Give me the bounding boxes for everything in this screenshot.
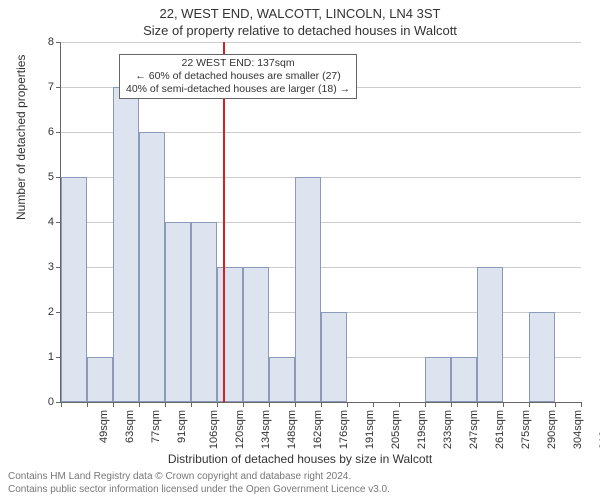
footer-line-2: Contains public sector information licen… bbox=[8, 484, 390, 497]
x-tick-label: 290sqm bbox=[546, 410, 558, 449]
x-tick bbox=[191, 402, 192, 407]
y-tick-label: 6 bbox=[34, 126, 54, 138]
y-tick-label: 3 bbox=[34, 261, 54, 273]
x-tick-label: 233sqm bbox=[442, 410, 454, 449]
x-tick-label: 134sqm bbox=[260, 410, 272, 449]
x-tick-label: 304sqm bbox=[572, 410, 584, 449]
histogram-bar bbox=[269, 357, 295, 402]
histogram-bar bbox=[191, 222, 217, 402]
x-tick-label: 247sqm bbox=[468, 410, 480, 449]
x-tick-label: 106sqm bbox=[208, 410, 220, 449]
y-tick-label: 7 bbox=[34, 81, 54, 93]
x-tick bbox=[87, 402, 88, 407]
x-tick-label: 77sqm bbox=[150, 410, 162, 443]
histogram-bar bbox=[243, 267, 269, 402]
footer-attribution: Contains HM Land Registry data © Crown c… bbox=[8, 471, 390, 496]
y-tick bbox=[56, 42, 61, 43]
x-tick-label: 275sqm bbox=[520, 410, 532, 449]
x-tick-label: 162sqm bbox=[312, 410, 324, 449]
x-tick-label: 120sqm bbox=[234, 410, 246, 449]
histogram-bar bbox=[217, 267, 243, 402]
histogram-bar bbox=[425, 357, 451, 402]
y-tick-label: 0 bbox=[34, 396, 54, 408]
annotation-box: 22 WEST END: 137sqm← 60% of detached hou… bbox=[119, 54, 357, 99]
footer-line-1: Contains HM Land Registry data © Crown c… bbox=[8, 471, 390, 484]
x-tick bbox=[243, 402, 244, 407]
x-tick bbox=[581, 402, 582, 407]
x-tick bbox=[295, 402, 296, 407]
histogram-bar bbox=[529, 312, 555, 402]
x-tick bbox=[373, 402, 374, 407]
annotation-line: 40% of semi-detached houses are larger (… bbox=[126, 83, 350, 96]
x-axis-title: Distribution of detached houses by size … bbox=[0, 452, 600, 466]
histogram-bar bbox=[139, 132, 165, 402]
x-tick bbox=[347, 402, 348, 407]
x-tick bbox=[477, 402, 478, 407]
histogram-bar bbox=[295, 177, 321, 402]
x-tick bbox=[425, 402, 426, 407]
page-title-line2: Size of property relative to detached ho… bbox=[0, 21, 600, 42]
x-tick-label: 63sqm bbox=[124, 410, 136, 443]
y-axis-title: Number of detached properties bbox=[14, 55, 28, 220]
x-tick-label: 148sqm bbox=[286, 410, 298, 449]
histogram-bar bbox=[451, 357, 477, 402]
x-tick bbox=[399, 402, 400, 407]
histogram-bar bbox=[165, 222, 191, 402]
x-tick bbox=[321, 402, 322, 407]
y-tick-label: 8 bbox=[34, 36, 54, 48]
y-tick bbox=[56, 87, 61, 88]
plot-area: 49sqm63sqm77sqm91sqm106sqm120sqm134sqm14… bbox=[60, 42, 581, 403]
x-tick-label: 176sqm bbox=[338, 410, 350, 449]
histogram-bar bbox=[61, 177, 87, 402]
histogram-bar bbox=[477, 267, 503, 402]
histogram-bar bbox=[87, 357, 113, 402]
x-tick bbox=[529, 402, 530, 407]
histogram-bar bbox=[321, 312, 347, 402]
x-tick-label: 261sqm bbox=[494, 410, 506, 449]
x-tick-label: 205sqm bbox=[390, 410, 402, 449]
x-tick bbox=[217, 402, 218, 407]
x-tick-label: 191sqm bbox=[364, 410, 376, 449]
x-tick bbox=[555, 402, 556, 407]
x-tick bbox=[269, 402, 270, 407]
x-tick bbox=[61, 402, 62, 407]
x-tick bbox=[139, 402, 140, 407]
annotation-line: 22 WEST END: 137sqm bbox=[126, 57, 350, 70]
x-tick bbox=[165, 402, 166, 407]
x-tick bbox=[503, 402, 504, 407]
x-tick-label: 49sqm bbox=[98, 410, 110, 443]
y-tick-label: 4 bbox=[34, 216, 54, 228]
y-tick bbox=[56, 132, 61, 133]
annotation-line: ← 60% of detached houses are smaller (27… bbox=[126, 70, 350, 83]
x-tick bbox=[451, 402, 452, 407]
page-title-line1: 22, WEST END, WALCOTT, LINCOLN, LN4 3ST bbox=[0, 0, 600, 21]
x-tick-label: 219sqm bbox=[416, 410, 428, 449]
y-tick-label: 2 bbox=[34, 306, 54, 318]
histogram-bar bbox=[113, 87, 139, 402]
y-tick-label: 5 bbox=[34, 171, 54, 183]
x-tick-label: 91sqm bbox=[176, 410, 188, 443]
gridline bbox=[61, 42, 581, 43]
histogram-chart: 49sqm63sqm77sqm91sqm106sqm120sqm134sqm14… bbox=[60, 42, 580, 402]
x-tick bbox=[113, 402, 114, 407]
y-tick-label: 1 bbox=[34, 351, 54, 363]
